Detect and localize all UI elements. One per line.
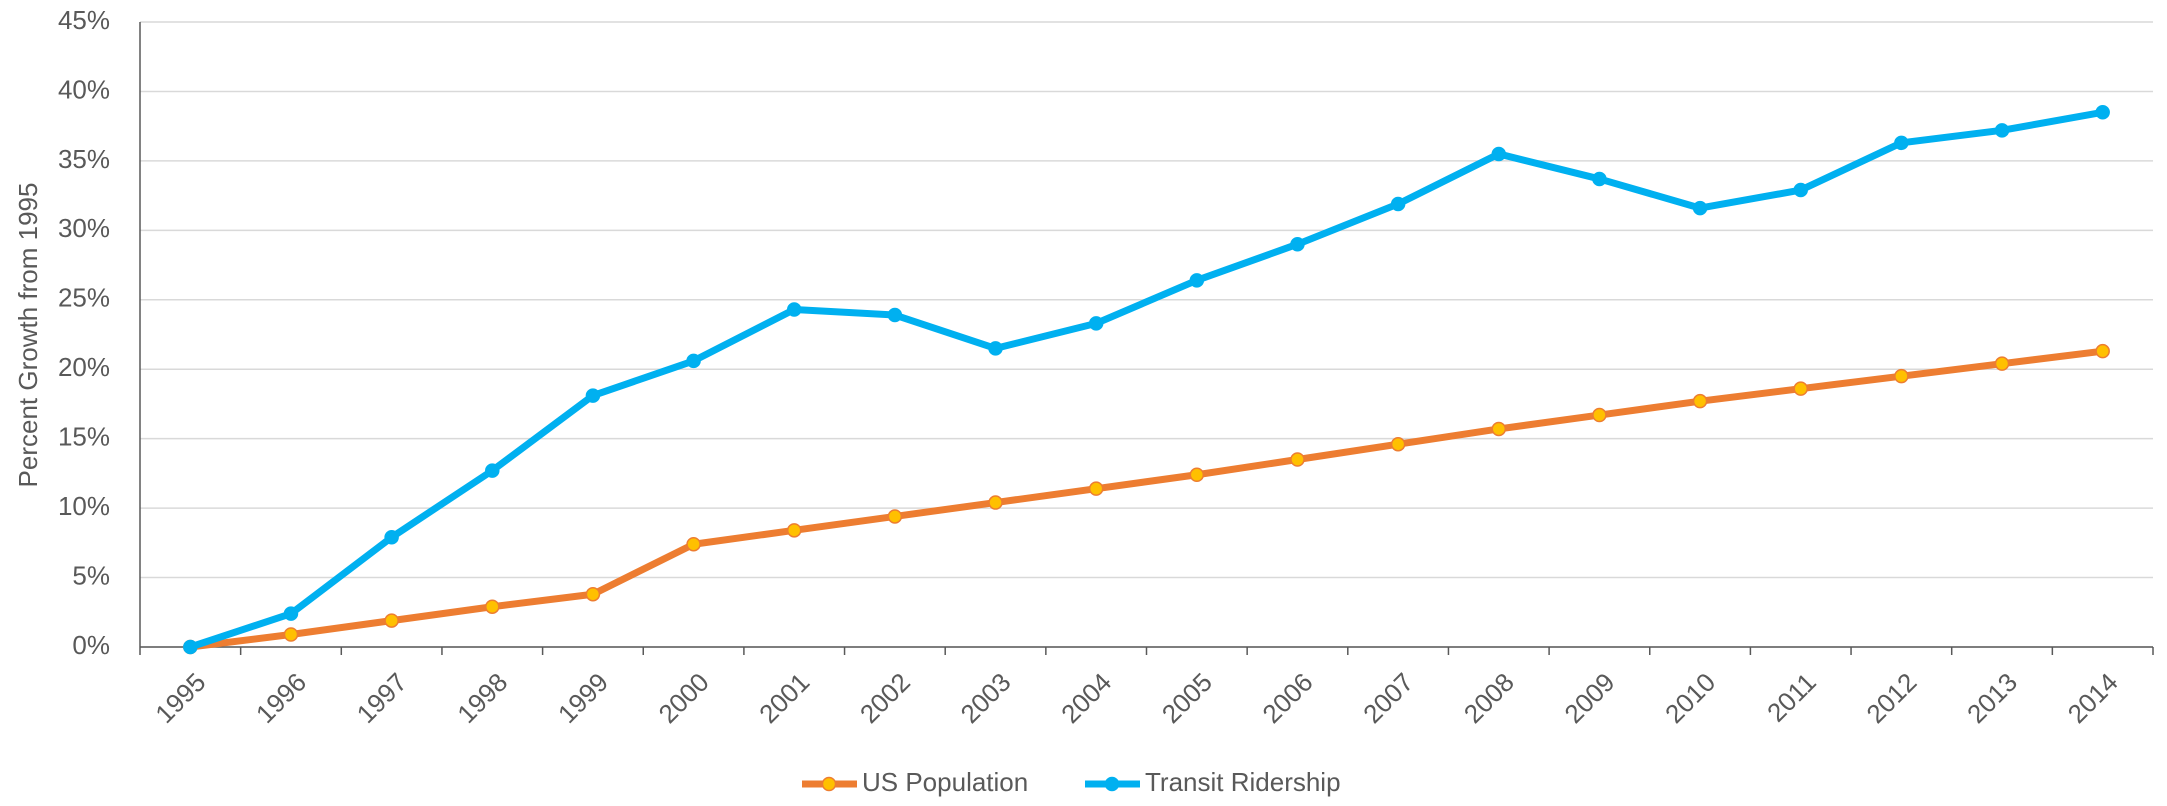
marker — [786, 523, 802, 538]
marker — [1994, 356, 2010, 371]
marker — [1088, 481, 1104, 496]
marker — [1390, 436, 1406, 452]
x-tick-label: 2009 — [1558, 667, 1620, 729]
x-tick-label: 1998 — [451, 667, 513, 729]
x-tick-label: 2005 — [1156, 667, 1218, 729]
marker — [1290, 236, 1305, 252]
x-tick-label: 2003 — [955, 667, 1017, 729]
x-tick-label: 1999 — [552, 667, 614, 729]
x-tick-label: 2006 — [1256, 667, 1318, 729]
x-tick-label: 2010 — [1659, 667, 1721, 729]
marker — [1189, 467, 1205, 483]
y-tick-label: 5% — [72, 560, 110, 590]
x-tick-label: 1995 — [149, 667, 211, 729]
x-tick-label: 2004 — [1055, 667, 1117, 729]
marker — [686, 353, 701, 369]
y-tick-label: 10% — [58, 491, 110, 521]
marker — [1894, 368, 1909, 384]
x-tick-label: 1997 — [351, 667, 413, 729]
x-tick-label: 2011 — [1761, 667, 1822, 728]
marker — [384, 613, 399, 628]
marker — [1390, 196, 1406, 212]
marker — [988, 341, 1003, 356]
marker — [485, 463, 500, 478]
x-tick-label: 2000 — [653, 667, 715, 729]
marker — [1793, 182, 1808, 198]
y-tick-label: 20% — [58, 352, 110, 382]
marker — [988, 495, 1003, 510]
marker — [1491, 421, 1507, 437]
marker — [1290, 452, 1305, 467]
y-tick-label: 0% — [72, 630, 110, 660]
marker — [786, 302, 802, 317]
marker — [585, 388, 601, 403]
marker — [585, 586, 601, 602]
x-tick-label: 1996 — [250, 667, 312, 729]
y-tick-label: 35% — [58, 144, 110, 174]
legend-label: US Population — [862, 767, 1028, 797]
y-tick-label: 40% — [58, 74, 110, 104]
marker — [887, 509, 903, 524]
legend-label: Transit Ridership — [1145, 767, 1341, 797]
marker — [485, 599, 500, 614]
y-axis-title: Percent Growth from 1995 — [13, 183, 43, 488]
legend-marker — [821, 776, 837, 792]
marker — [887, 307, 903, 323]
marker — [686, 536, 701, 552]
marker — [2095, 105, 2110, 120]
marker — [1592, 407, 1607, 423]
series-line — [189, 347, 2104, 651]
x-tick-label: 2001 — [753, 667, 815, 729]
marker — [183, 639, 198, 655]
marker — [1692, 200, 1708, 216]
y-tick-label: 30% — [58, 213, 110, 243]
x-tick-label: 2008 — [1458, 667, 1520, 729]
marker — [283, 627, 299, 642]
marker — [1692, 393, 1708, 409]
marker — [1994, 123, 2010, 138]
series-line — [189, 108, 2104, 651]
marker — [1189, 273, 1205, 288]
x-tick-label: 2002 — [854, 667, 916, 729]
x-tick-label: 2012 — [1860, 667, 1922, 729]
marker — [1894, 135, 1909, 151]
x-tick-label: 2007 — [1357, 667, 1419, 729]
marker — [2095, 343, 2110, 359]
marker — [1592, 171, 1607, 187]
y-tick-label: 25% — [58, 283, 110, 313]
legend-marker — [1104, 776, 1120, 792]
y-tick-label: 45% — [58, 5, 110, 35]
x-tick-label: 2014 — [2062, 667, 2124, 729]
x-tick-label: 2013 — [1961, 667, 2023, 729]
marker — [1088, 316, 1104, 331]
marker — [384, 530, 399, 545]
marker — [1491, 146, 1507, 162]
marker — [283, 606, 299, 621]
y-tick-label: 15% — [58, 422, 110, 452]
marker — [1793, 381, 1808, 396]
